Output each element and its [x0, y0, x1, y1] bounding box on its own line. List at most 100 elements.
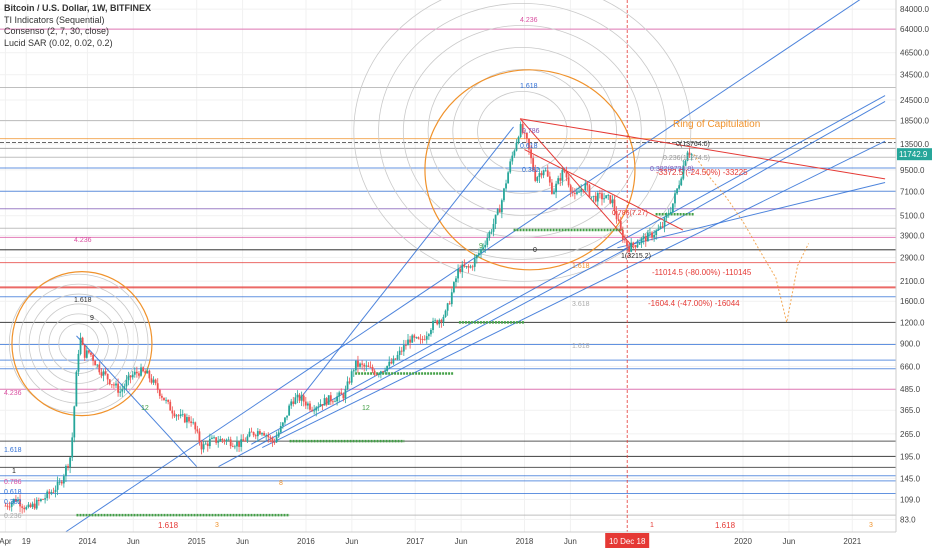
candle-body	[467, 266, 470, 268]
fib-label: 0.236	[4, 513, 22, 520]
candle-body	[265, 435, 268, 436]
candle-body	[573, 192, 576, 194]
candle-body	[559, 178, 562, 181]
candle-body	[613, 199, 616, 211]
candle-body	[133, 371, 136, 375]
price-tick-label: 83.0	[900, 515, 916, 524]
measure-1: -3372.5 (-24.50%) -33225	[656, 168, 748, 177]
candle-body	[271, 437, 274, 443]
candle-body	[611, 199, 614, 204]
price-axis[interactable]: 84000.0 64000.0 46500.0 34500.0 24500.0 18500…	[895, 0, 932, 550]
candle-body	[27, 504, 30, 507]
projection-path	[693, 154, 810, 323]
current-price-value: 11742.9	[899, 150, 928, 159]
fib-label: 1	[650, 522, 654, 529]
candle-body	[607, 195, 610, 197]
candle-body	[523, 132, 526, 134]
candle-body	[390, 361, 393, 364]
candle-body	[196, 429, 199, 432]
fib-label: 12	[362, 405, 370, 412]
indicator-1[interactable]: TI Indicators (Sequential)	[4, 14, 105, 25]
indicator-2[interactable]: Consenso (2, 7, 30, close)	[4, 26, 110, 36]
time-tick-label: Jun	[236, 537, 249, 546]
candle-body	[110, 384, 113, 386]
candle-body	[423, 339, 426, 341]
candle-body	[150, 378, 153, 383]
candle-body	[325, 398, 328, 405]
candle-body	[517, 137, 520, 143]
candle-body	[488, 231, 491, 239]
price-tick-label: 900.0	[900, 340, 921, 349]
candle-body	[175, 415, 178, 417]
candle-body	[619, 221, 622, 230]
candle-body	[686, 152, 689, 161]
candle-body	[127, 375, 130, 381]
candle-body	[400, 350, 403, 352]
candle-body	[582, 189, 585, 191]
candle-body	[357, 360, 359, 367]
candle-body	[425, 336, 428, 340]
candle-body	[221, 438, 224, 441]
candle-body	[690, 154, 693, 155]
candle-body	[37, 499, 40, 501]
candle-body	[248, 431, 251, 437]
fib-0382-label: 0.382(9734.8)	[650, 166, 694, 173]
fib-label: 1.618	[572, 343, 590, 350]
candle-body	[642, 236, 645, 239]
candle-body	[459, 268, 462, 272]
candle-body	[500, 200, 503, 213]
symbol-title[interactable]: Bitcoin / U.S. Dollar, 1W, BITFINEX	[4, 3, 152, 13]
trend-line	[300, 126, 514, 399]
candle-body	[471, 266, 474, 268]
candle-body	[461, 264, 464, 272]
fib-label: 1.618	[74, 297, 92, 304]
candle-body	[596, 192, 599, 202]
candle-body	[563, 170, 566, 172]
candle-body	[653, 234, 656, 238]
candle-body	[252, 432, 255, 436]
candle-body	[682, 165, 685, 179]
candle-body	[85, 350, 88, 358]
candle-body	[315, 407, 318, 411]
candle-body	[505, 183, 507, 189]
time-tick-label: Jun	[782, 537, 795, 546]
candle-body	[392, 358, 395, 364]
candle-body	[208, 438, 211, 447]
candle-body	[121, 388, 124, 392]
candle-body	[54, 489, 57, 493]
candle-body	[655, 230, 658, 235]
price-tick-label: 24500.0	[900, 96, 929, 105]
candle-body	[578, 191, 580, 193]
candle-body	[369, 367, 372, 368]
candle-body	[651, 232, 653, 238]
candle-body	[87, 350, 90, 353]
time-tick-label: 2015	[188, 537, 206, 546]
candle-body	[421, 338, 424, 340]
date-marker-tag	[605, 533, 650, 548]
candle-body	[44, 498, 46, 500]
candle-body	[146, 370, 149, 374]
candle-body	[603, 198, 605, 200]
candle-body	[503, 188, 505, 201]
candle-body	[515, 142, 518, 151]
candle-body	[478, 253, 480, 255]
candle-body	[154, 379, 157, 384]
candle-body	[108, 379, 111, 385]
candle-body	[452, 282, 455, 293]
fib-ring	[353, 0, 692, 282]
candle-body	[192, 422, 195, 424]
candle-body	[334, 401, 336, 403]
candle-body	[548, 176, 551, 183]
indicator-3[interactable]: Lucid SAR (0.02, 0.02, 0.2)	[4, 37, 113, 48]
candle-body	[442, 316, 445, 322]
candle-body	[646, 232, 649, 242]
time-axis[interactable]: Apr 19 2014 Jun 2015 Jun 2016 Jun 2017 Jun 2018 Jun…	[0, 531, 932, 550]
candle-body	[259, 431, 261, 435]
fib-label: 8	[279, 480, 283, 487]
candle-body	[640, 238, 643, 244]
candle-body	[663, 217, 666, 227]
candle-body	[246, 436, 249, 442]
candle-body	[386, 365, 389, 371]
candle-body	[636, 244, 639, 248]
